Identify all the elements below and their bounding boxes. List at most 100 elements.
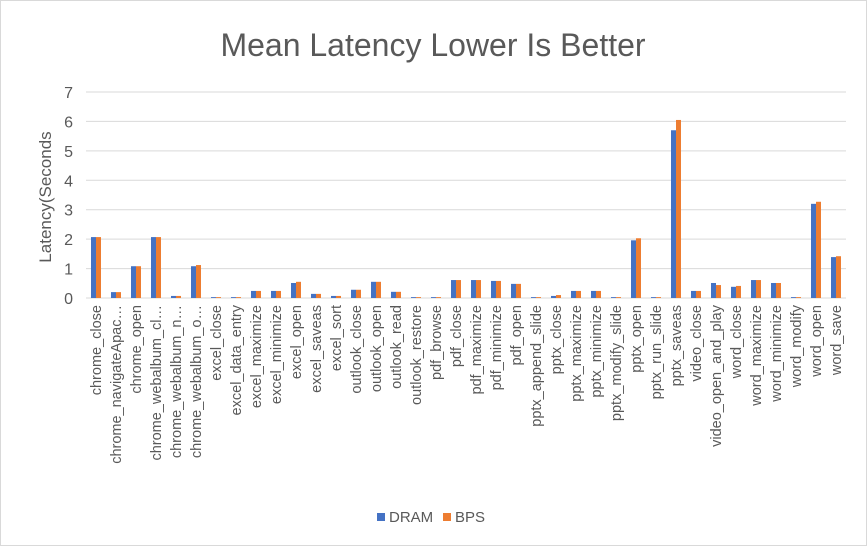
bar-bps [456,280,461,298]
x-tick-label: pptx_minimize [589,305,605,398]
bar-bps [136,266,141,298]
x-tick-label: outlook_close [349,305,365,394]
y-tick-label: 3 [64,203,73,220]
bar-bps [696,290,701,298]
bar-dram [351,289,356,298]
bar-dram [91,237,96,298]
bar-dram [431,297,436,298]
bar-bps [776,282,781,298]
bar-dram [271,290,276,298]
x-tick-label: pdf_browse [429,305,445,380]
bar-bps [316,293,321,298]
bar-bps [116,292,121,298]
y-tick-label: 5 [64,144,73,161]
bar-dram [491,280,496,298]
x-tick-label: pptx_maximize [569,305,585,402]
x-tick-label: pptx_close [549,305,565,374]
legend-label: DRAM [389,509,433,526]
bar-bps [156,237,161,298]
x-tick-label: chrome_webalbum_cl… [149,305,165,461]
bar-bps [676,119,681,298]
x-tick-label: chrome_close [89,305,105,395]
bar-dram [451,280,456,298]
bar-dram [171,295,176,298]
bar-dram [471,280,476,298]
bar-bps [636,238,641,298]
bar-bps [276,290,281,298]
legend-swatch [443,513,451,521]
bar-bps [536,297,541,298]
bar-dram [211,297,216,298]
x-tick-label: excel_sort [329,305,345,371]
x-tick-label: excel_close [209,305,225,381]
legend: DRAM BPS [377,509,485,526]
bar-dram [611,297,616,298]
chart-title: Mean Latency Lower Is Better [220,27,645,63]
bar-dram [711,282,716,298]
bar-dram [191,266,196,298]
bar-bps [356,289,361,298]
bar-dram [831,257,836,298]
x-tick-label: outlook_read [389,305,405,389]
x-tick-label: chrome_navigateApac… [109,305,125,464]
x-tick-label: outlook_open [369,305,385,392]
bar-bps [236,297,241,298]
bar-dram [591,290,596,298]
y-axis-label: Latency(Seconds [36,131,55,262]
bar-dram [311,293,316,298]
bar-bps [196,265,201,298]
bar-dram [791,297,796,298]
bar-dram [691,290,696,298]
x-tick-label: video_close [689,305,705,382]
x-tick-label: pdf_minimize [489,305,505,390]
legend-label: BPS [455,509,485,526]
bar-dram [131,266,136,298]
x-tick-label: excel_data_entry [229,304,245,415]
bar-bps [556,295,561,298]
bar-bps [496,280,501,298]
bar-bps [656,297,661,298]
bar-dram [551,295,556,298]
x-tick-label: pdf_open [509,305,525,365]
y-tick-label: 1 [64,262,73,279]
bar-dram [751,280,756,298]
bar-bps [396,291,401,298]
bar-bps [816,201,821,298]
bar-bps [176,295,181,298]
x-tick-label: chrome_webalbum_o… [189,305,205,458]
bar-dram [631,240,636,298]
bar-bps [96,237,101,298]
x-tick-label: pptx_run_slide [649,305,665,399]
x-tick-label: word_modify [789,304,805,388]
x-tick-label: word_maximize [749,305,765,407]
bar-dram [771,282,776,298]
x-tick-label: excel_maximize [249,305,265,408]
x-tick-label: pptx_modify_slide [609,305,625,421]
bar-bps [796,297,801,298]
bar-bps [436,297,441,298]
bar-bps [756,280,761,298]
x-tick-label: excel_saveas [309,305,325,393]
bar-dram [151,237,156,298]
bar-bps [256,290,261,298]
bar-bps [736,285,741,298]
bar-dram [391,291,396,298]
bar-dram [371,281,376,298]
y-tick-label: 2 [64,232,73,249]
bar-dram [411,297,416,298]
y-tick-label: 4 [64,173,73,190]
y-tick-label: 7 [64,85,73,102]
bar-bps [476,280,481,298]
x-tick-label: word_minimize [769,305,785,403]
bar-bps [596,290,601,298]
bar-bps [376,281,381,298]
x-tick-label: outlook_restore [409,305,425,405]
bar-bps [296,281,301,298]
x-tick-label: excel_open [289,305,305,379]
x-tick-label: pptx_append_slide [529,305,545,427]
bar-bps [616,297,621,298]
bar-dram [671,130,676,298]
bar-dram [331,295,336,298]
